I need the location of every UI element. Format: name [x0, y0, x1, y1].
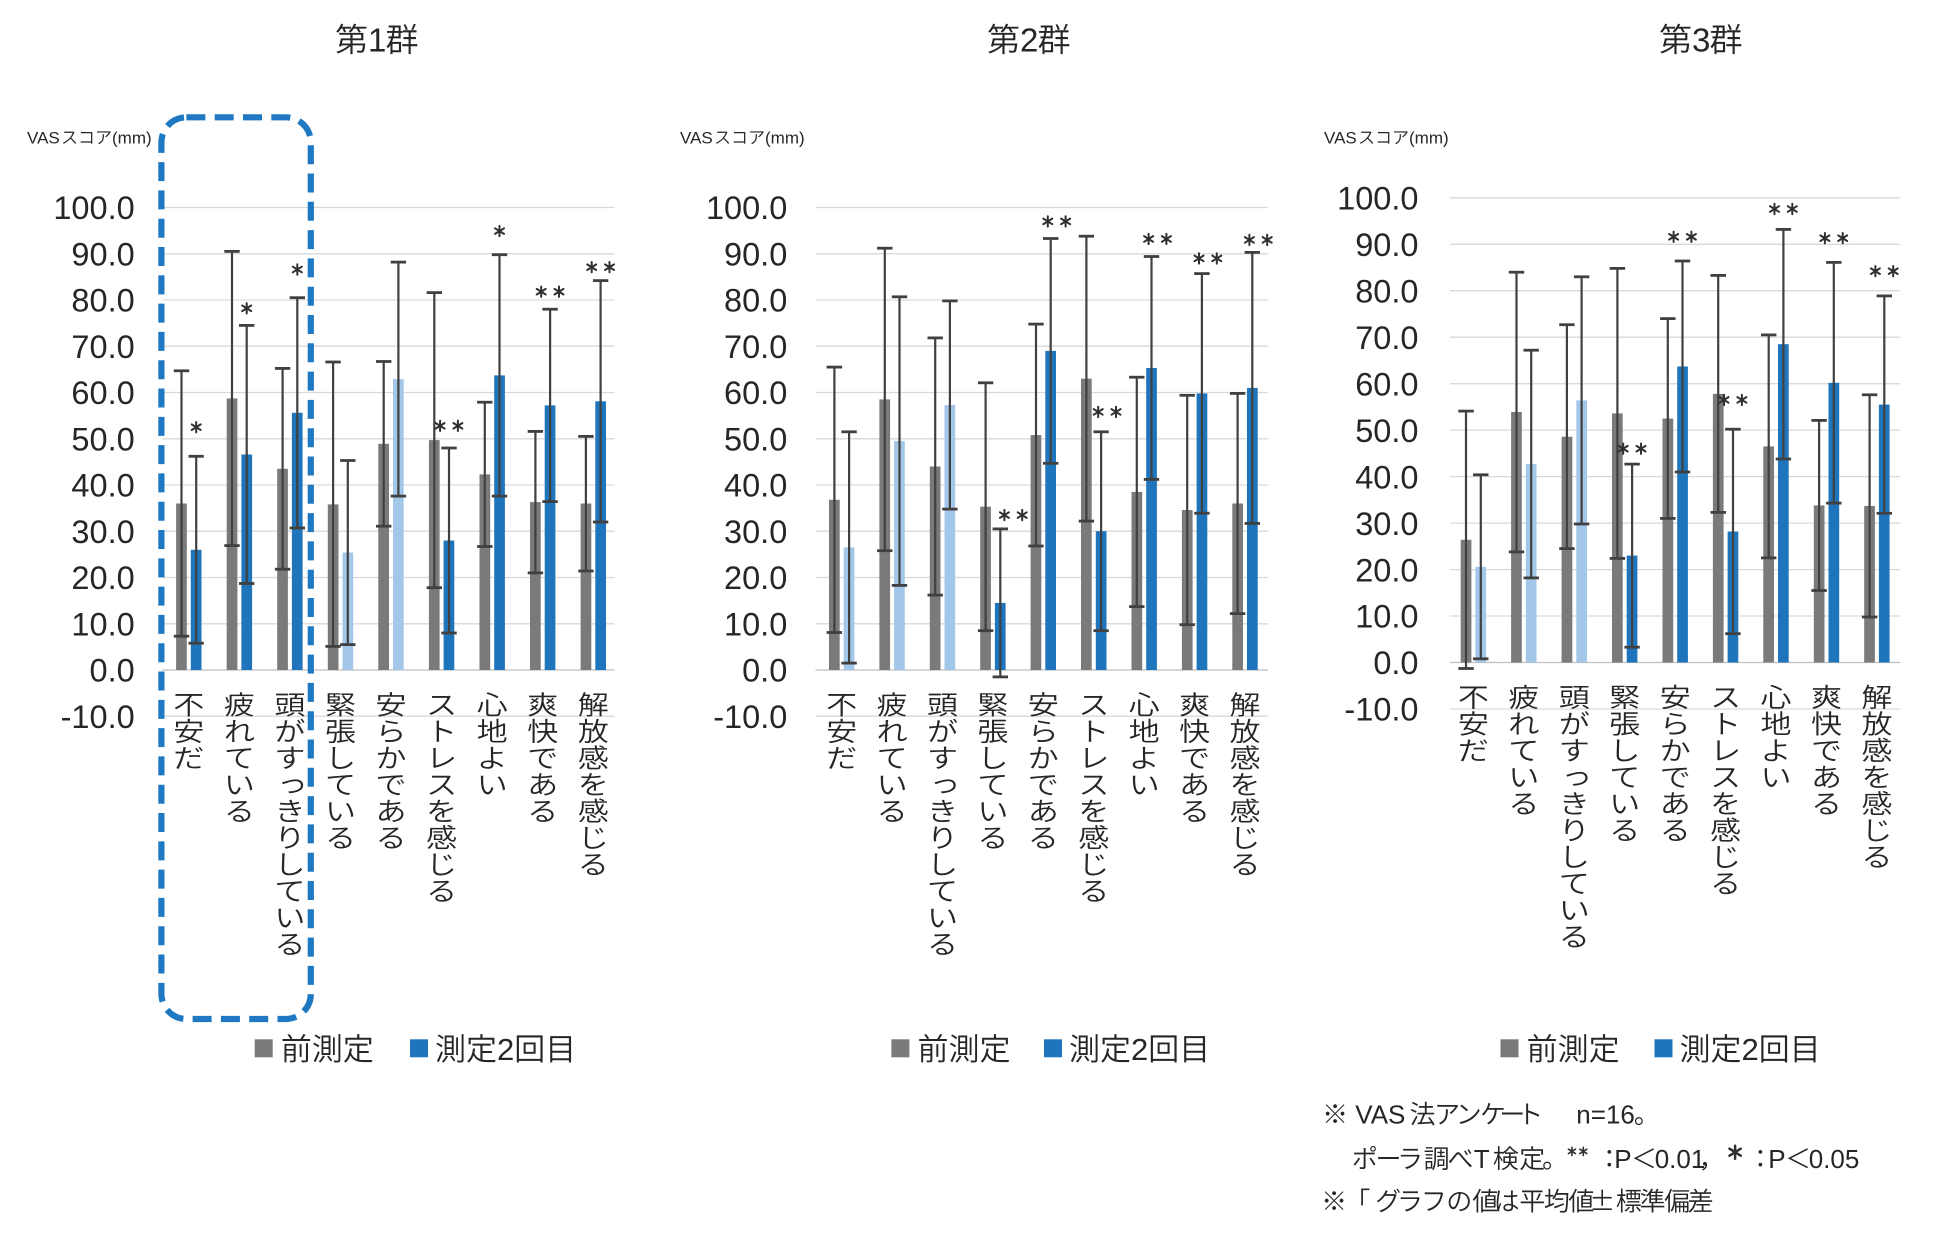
svg-text:80.0: 80.0 [724, 283, 787, 319]
svg-text:50.0: 50.0 [71, 421, 134, 457]
svg-text:(mm): (mm) [1409, 129, 1449, 148]
svg-text:1: 1 [368, 22, 386, 59]
svg-text:60.0: 60.0 [724, 375, 787, 411]
svg-text:100.0: 100.0 [706, 190, 787, 226]
svg-text:50.0: 50.0 [1355, 413, 1418, 449]
svg-text:10.0: 10.0 [724, 607, 787, 643]
svg-text:VAS: VAS [1355, 1100, 1405, 1130]
svg-text:10.0: 10.0 [71, 607, 134, 643]
svg-text:VAS: VAS [680, 129, 713, 148]
svg-text:n=16: n=16 [1576, 1100, 1635, 1130]
svg-text:-10.0: -10.0 [1344, 692, 1418, 728]
svg-text:P: P [1614, 1144, 1631, 1174]
svg-text:40.0: 40.0 [724, 468, 787, 504]
svg-text:90.0: 90.0 [724, 236, 787, 272]
svg-text:100.0: 100.0 [1337, 181, 1418, 217]
svg-text:0.0: 0.0 [1373, 645, 1418, 681]
svg-text:60.0: 60.0 [71, 375, 134, 411]
svg-text:2: 2 [1742, 1032, 1759, 1067]
svg-text:60.0: 60.0 [1355, 366, 1418, 402]
svg-text:70.0: 70.0 [71, 329, 134, 365]
svg-text:70.0: 70.0 [724, 329, 787, 365]
svg-text:2: 2 [1020, 22, 1038, 59]
svg-text:80.0: 80.0 [1355, 273, 1418, 309]
svg-text:30.0: 30.0 [724, 514, 787, 550]
svg-text:T: T [1474, 1144, 1490, 1174]
svg-text:20.0: 20.0 [1355, 552, 1418, 588]
svg-text:30.0: 30.0 [71, 514, 134, 550]
svg-text:-10.0: -10.0 [713, 699, 787, 735]
svg-text:0.0: 0.0 [90, 653, 135, 689]
svg-text:(mm): (mm) [765, 129, 805, 148]
svg-text:0.0: 0.0 [742, 653, 787, 689]
svg-text:VAS: VAS [1324, 129, 1357, 148]
svg-text:50.0: 50.0 [724, 421, 787, 457]
svg-text:30.0: 30.0 [1355, 506, 1418, 542]
svg-text:-10.0: -10.0 [61, 699, 135, 735]
svg-text:20.0: 20.0 [724, 560, 787, 596]
svg-text:0.01: 0.01 [1655, 1144, 1706, 1174]
svg-text:40.0: 40.0 [71, 468, 134, 504]
svg-text:90.0: 90.0 [1355, 227, 1418, 263]
svg-text:90.0: 90.0 [71, 236, 134, 272]
svg-text:(mm): (mm) [112, 129, 152, 148]
svg-text:2: 2 [497, 1032, 514, 1067]
svg-text:20.0: 20.0 [71, 560, 134, 596]
svg-text:0.05: 0.05 [1809, 1144, 1860, 1174]
svg-text:3: 3 [1692, 22, 1710, 59]
svg-text:70.0: 70.0 [1355, 320, 1418, 356]
svg-text:VAS: VAS [27, 129, 60, 148]
svg-text:80.0: 80.0 [71, 283, 134, 319]
svg-text:40.0: 40.0 [1355, 459, 1418, 495]
svg-text:10.0: 10.0 [1355, 599, 1418, 635]
svg-text:2: 2 [1131, 1032, 1148, 1067]
svg-text:P: P [1768, 1144, 1785, 1174]
svg-text:100.0: 100.0 [53, 190, 134, 226]
